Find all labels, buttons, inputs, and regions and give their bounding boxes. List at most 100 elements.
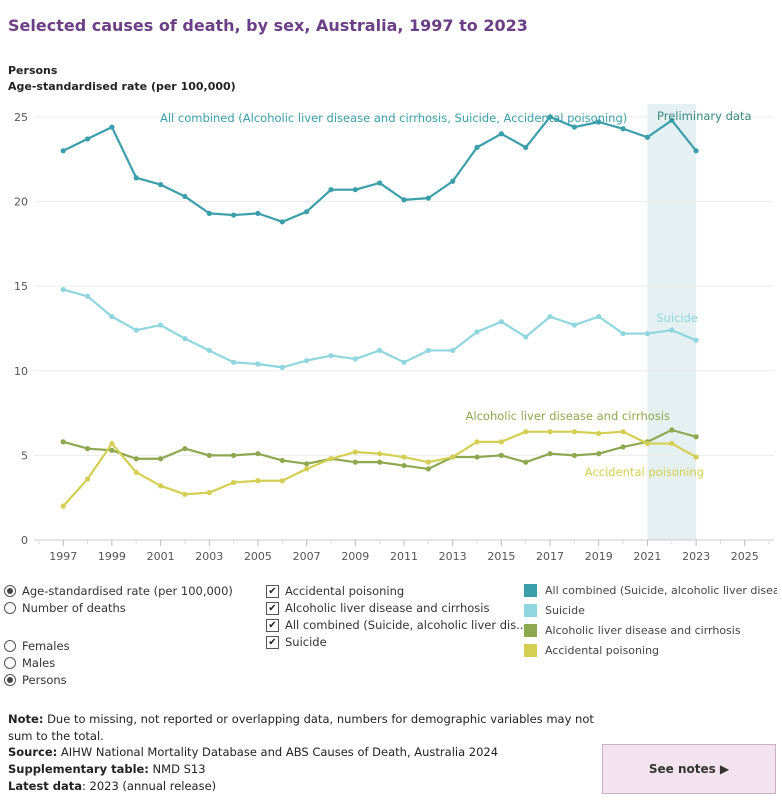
legend-item-suicide[interactable]: Suicide bbox=[524, 604, 585, 617]
radio-age-standardised-rate[interactable]: Age-standardised rate (per 100,000) bbox=[4, 584, 233, 598]
data-point bbox=[157, 483, 164, 489]
data-point bbox=[498, 439, 504, 445]
data-point bbox=[425, 195, 431, 201]
checkmark-icon: ✔ bbox=[266, 635, 279, 649]
legend-swatch bbox=[524, 584, 537, 597]
checkbox-label: Accidental poisoning bbox=[285, 584, 405, 598]
data-point bbox=[644, 440, 651, 447]
data-point bbox=[571, 124, 577, 130]
data-point bbox=[474, 144, 480, 150]
data-point bbox=[523, 429, 529, 435]
data-point bbox=[231, 212, 237, 218]
x-tick-label: 1999 bbox=[98, 550, 126, 563]
annotation-label: All combined (Alcoholic liver disease an… bbox=[160, 111, 627, 125]
chart-subtitle: Persons bbox=[8, 64, 58, 77]
data-point bbox=[474, 439, 480, 445]
x-tick-label: 2023 bbox=[682, 550, 710, 563]
data-point bbox=[60, 148, 66, 154]
radio-label: Number of deaths bbox=[22, 601, 126, 615]
data-point bbox=[304, 466, 310, 472]
data-point bbox=[60, 503, 66, 509]
checkbox-alcoholic-liver-disease[interactable]: ✔ Alcoholic liver disease and cirrhosis bbox=[266, 601, 489, 615]
data-point bbox=[255, 210, 261, 216]
data-point bbox=[255, 361, 261, 367]
checkbox-all-combined[interactable]: ✔ All combined (Suicide, alcoholic liver… bbox=[266, 618, 524, 632]
data-point bbox=[182, 336, 188, 342]
legend-label: Alcoholic liver disease and cirrhosis bbox=[545, 624, 741, 637]
data-point bbox=[328, 187, 334, 193]
data-point bbox=[84, 446, 91, 452]
data-point bbox=[60, 286, 66, 293]
radio-females[interactable]: Females bbox=[4, 639, 70, 653]
data-point bbox=[206, 347, 212, 354]
x-tick-label: 1997 bbox=[49, 550, 77, 563]
data-point bbox=[279, 478, 285, 484]
radio-label: Age-standardised rate (per 100,000) bbox=[22, 584, 233, 598]
data-point bbox=[84, 293, 91, 299]
data-point bbox=[644, 134, 651, 140]
x-tick-label: 2025 bbox=[731, 550, 759, 563]
x-tick-label: 2007 bbox=[293, 550, 321, 563]
radio-selected-icon bbox=[4, 674, 16, 686]
data-point bbox=[304, 358, 310, 364]
x-tick-label: 2015 bbox=[487, 550, 515, 563]
data-point bbox=[596, 430, 602, 436]
data-point bbox=[450, 347, 456, 354]
latest-text: : 2023 (annual release) bbox=[81, 779, 217, 793]
data-point bbox=[279, 219, 285, 225]
footer-supplementary-table: Supplementary table: NMD S13 bbox=[8, 762, 206, 776]
legend-item-all-combined[interactable]: All combined (Suicide, alcoholic liver d… bbox=[524, 584, 777, 597]
data-point bbox=[133, 469, 139, 475]
annotation-label: Preliminary data bbox=[657, 109, 752, 123]
legend-label: Suicide bbox=[545, 604, 585, 617]
source-label: Source: bbox=[8, 745, 58, 759]
checkmark-icon: ✔ bbox=[266, 601, 279, 615]
data-point bbox=[596, 451, 602, 457]
data-point bbox=[620, 444, 626, 450]
data-point bbox=[669, 427, 675, 433]
data-point bbox=[206, 452, 212, 458]
data-point bbox=[109, 124, 115, 130]
data-point bbox=[669, 327, 675, 333]
data-point bbox=[182, 491, 188, 497]
data-point bbox=[620, 429, 626, 435]
latest-label: Latest data bbox=[8, 779, 82, 793]
y-tick-label: 10 bbox=[14, 365, 28, 378]
data-point bbox=[596, 119, 602, 125]
legend-item-accidental-poisoning[interactable]: Accidental poisoning bbox=[524, 644, 659, 657]
legend-swatch bbox=[524, 644, 537, 657]
y-tick-label: 20 bbox=[14, 196, 28, 209]
data-point bbox=[547, 314, 553, 320]
data-point bbox=[352, 449, 358, 455]
checkbox-suicide[interactable]: ✔ Suicide bbox=[266, 635, 327, 649]
data-point bbox=[596, 314, 602, 320]
data-point bbox=[182, 193, 188, 200]
see-notes-button[interactable]: See notes ▶ bbox=[602, 744, 776, 794]
data-point bbox=[401, 454, 407, 460]
checkbox-accidental-poisoning[interactable]: ✔ Accidental poisoning bbox=[266, 584, 404, 598]
legend-item-alcoholic-liver-disease[interactable]: Alcoholic liver disease and cirrhosis bbox=[524, 624, 741, 637]
data-point bbox=[304, 461, 310, 467]
data-point bbox=[255, 478, 261, 484]
x-tick-label: 2003 bbox=[195, 550, 223, 563]
radio-males[interactable]: Males bbox=[4, 656, 55, 670]
data-point bbox=[547, 451, 553, 457]
radio-label: Persons bbox=[22, 673, 67, 687]
radio-persons[interactable]: Persons bbox=[4, 673, 67, 687]
data-point bbox=[352, 187, 358, 193]
footer-source: Source: AIHW National Mortality Database… bbox=[8, 745, 498, 759]
radio-unselected-icon bbox=[4, 657, 16, 669]
checkbox-label: Suicide bbox=[285, 635, 327, 649]
data-point bbox=[523, 459, 529, 465]
footer-latest-data: Latest data: 2023 (annual release) bbox=[8, 779, 216, 793]
checkmark-icon: ✔ bbox=[266, 584, 279, 598]
data-point bbox=[279, 364, 285, 370]
data-point bbox=[450, 454, 456, 460]
radio-number-of-deaths[interactable]: Number of deaths bbox=[4, 601, 126, 615]
data-point bbox=[523, 144, 529, 150]
page-title: Selected causes of death, by sex, Austra… bbox=[8, 16, 528, 35]
legend-swatch bbox=[524, 624, 537, 637]
data-point bbox=[620, 330, 626, 337]
data-point bbox=[109, 447, 115, 453]
